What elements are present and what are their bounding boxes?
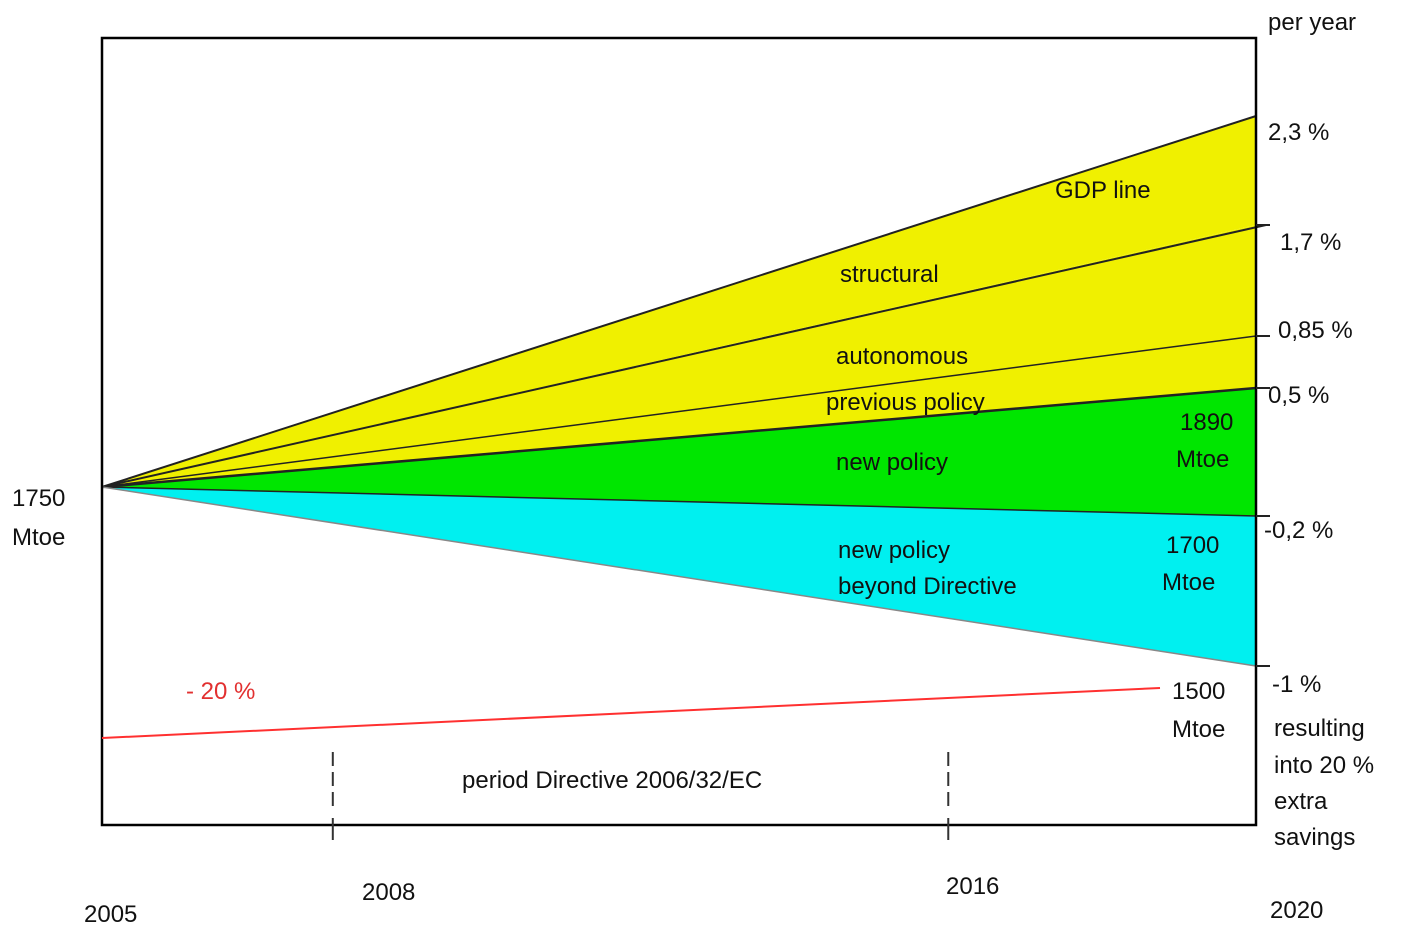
end-unit-1890: Mtoe xyxy=(1176,446,1229,473)
note-line-2: into 20 % xyxy=(1274,752,1374,779)
end-unit-1500: Mtoe xyxy=(1172,716,1225,743)
band-label-beyond-line2: beyond Directive xyxy=(838,573,1017,600)
line-gdp xyxy=(101,115,1257,488)
target-line xyxy=(101,687,1161,739)
band-label-new-policy: new policy xyxy=(836,449,948,476)
x-tick-label-2008: 2008 xyxy=(362,879,415,906)
band-new-policy xyxy=(102,388,1256,516)
right-axis-title: per year xyxy=(1268,9,1356,36)
rate-label-structural: 1,7 % xyxy=(1280,229,1341,256)
line-beyond-directive xyxy=(101,486,1257,667)
note-line-1: resulting xyxy=(1274,715,1365,742)
right-axis-ticks xyxy=(1256,224,1270,667)
rate-label-new: -0,2 % xyxy=(1264,517,1333,544)
plot-frame xyxy=(100,36,1258,827)
end-value-1500: 1500 xyxy=(1172,678,1225,705)
target-label: - 20 % xyxy=(186,678,255,705)
end-value-1890: 1890 xyxy=(1180,409,1233,436)
end-unit-1700: Mtoe xyxy=(1162,569,1215,596)
band-label-beyond-line1: new policy xyxy=(838,537,950,564)
band-label-gdp: GDP line xyxy=(1055,177,1151,204)
rate-label-autonomous: 0,85 % xyxy=(1278,317,1353,344)
x-tick-label-2020: 2020 xyxy=(1270,897,1323,924)
x-tick-label-2005: 2005 xyxy=(84,901,137,926)
note-line-4: savings xyxy=(1274,824,1355,851)
line-structural xyxy=(101,224,1267,488)
end-value-1700: 1700 xyxy=(1166,532,1219,559)
rate-label-previous: 0,5 % xyxy=(1268,382,1329,409)
line-autonomous xyxy=(101,335,1257,488)
band-label-structural: structural xyxy=(840,261,939,288)
line-previous-policy xyxy=(101,386,1257,489)
line-new-policy xyxy=(101,486,1257,517)
start-value: 1750 xyxy=(12,485,65,512)
band-label-autonomous: autonomous xyxy=(836,343,968,370)
start-unit: Mtoe xyxy=(12,524,65,551)
note-line-3: extra xyxy=(1274,788,1328,815)
period-label: period Directive 2006/32/EC xyxy=(462,767,762,794)
rate-label-gdp: 2,3 % xyxy=(1268,119,1329,146)
band-label-beyond: new policy beyond Directive xyxy=(838,537,1017,600)
band-label-previous: previous policy xyxy=(826,389,985,416)
x-tick-label-2016: 2016 xyxy=(946,873,999,900)
rate-label-beyond: -1 % xyxy=(1272,671,1321,698)
